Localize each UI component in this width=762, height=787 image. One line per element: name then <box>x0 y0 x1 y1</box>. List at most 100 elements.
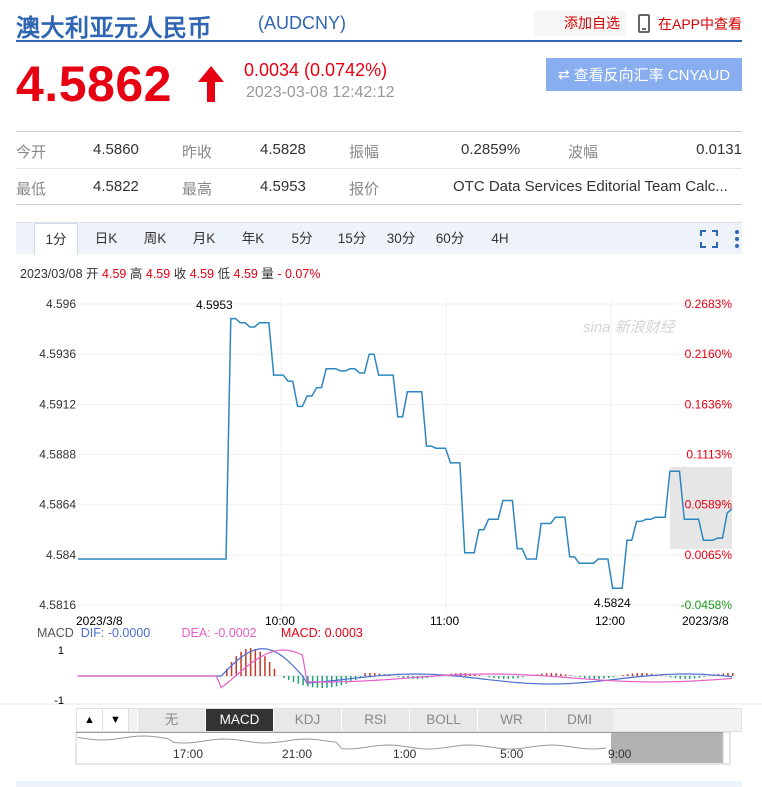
macd-bar <box>522 676 524 678</box>
pct-tick-label: 0.2683% <box>685 297 733 311</box>
macd-value: MACD: 0.0003 <box>280 626 363 640</box>
navigator-line <box>77 735 607 750</box>
tab-4h[interactable]: 4H <box>491 231 509 246</box>
macd-bar <box>627 674 629 676</box>
high-label: 最高 <box>182 181 213 198</box>
macd-bar <box>402 676 405 678</box>
macd-y-top: 1 <box>58 645 64 657</box>
macd-bar <box>230 662 233 676</box>
macd-bar <box>493 676 495 678</box>
page-header: 澳大利亚元人民币 (AUDCNY) 添加自选 在APP中查看 <box>16 6 742 42</box>
amplitude-value: 0.2859% <box>461 141 521 158</box>
nav-label-1700: 17:00 <box>173 747 203 761</box>
indicator-rsi[interactable]: RSI <box>341 709 409 731</box>
scroll-down-button[interactable]: ▼ <box>103 709 129 731</box>
tab-weekly[interactable]: 周K <box>143 231 167 246</box>
tab-yearly[interactable]: 年K <box>241 231 265 246</box>
more-options-icon[interactable] <box>734 229 740 249</box>
macd-bar <box>732 673 734 676</box>
macd-chart[interactable]: 1 -1 <box>0 620 762 708</box>
macd-bar <box>679 676 681 679</box>
indicator-wr[interactable]: WR <box>477 709 545 731</box>
scroll-up-button[interactable]: ▲ <box>77 709 103 731</box>
macd-bar <box>502 676 505 679</box>
macd-bar <box>273 668 276 676</box>
macd-bar <box>268 662 271 676</box>
macd-bar <box>727 673 729 676</box>
indicator-none[interactable]: 无 <box>137 709 205 731</box>
open-value: 4.5860 <box>93 141 139 158</box>
pct-tick-label: -0.0458% <box>681 598 733 612</box>
high-marker-label: 4.5953 <box>196 298 233 312</box>
add-watchlist-button[interactable]: 添加自选 <box>533 11 626 36</box>
stats-row: 最低 4.5822 最高 4.5953 报价 OTC Data Services… <box>16 168 742 204</box>
currency-code: (AUDCNY) <box>258 13 346 33</box>
macd-bar <box>517 676 519 679</box>
indicator-kdj[interactable]: KDJ <box>273 709 341 731</box>
tab-daily[interactable]: 日K <box>94 231 118 246</box>
macd-bar <box>603 676 605 679</box>
macd-bar <box>283 676 285 679</box>
macd-bar <box>689 676 691 679</box>
ohlc-close: 4.59 <box>189 267 215 281</box>
period-tabs: 1分 日K 周K 月K 年K 5分 15分 30分 60分 4H <box>16 222 742 255</box>
macd-bar <box>254 648 257 676</box>
range-label: 波幅 <box>568 144 599 161</box>
macd-bar <box>369 673 371 676</box>
y-tick-label: 4.584 <box>46 548 76 562</box>
macd-bar <box>674 676 677 679</box>
tab-60min[interactable]: 60分 <box>435 231 465 246</box>
pct-tick-label: 0.0065% <box>685 548 733 562</box>
price-change: 0.0034 (0.0742%) <box>244 60 388 80</box>
amplitude-label: 振幅 <box>349 144 380 161</box>
price-chart[interactable]: sina 新浪财经 4.596 4.5936 4.5912 4.5888 4.5864 4… <box>0 280 762 625</box>
macd-bar <box>545 673 548 676</box>
macd-bar <box>259 651 261 676</box>
tab-5min[interactable]: 5分 <box>291 231 313 246</box>
macd-y-bottom: -1 <box>54 695 64 707</box>
macd-bar <box>698 676 701 678</box>
stats-table: 今开 4.5860 昨收 4.5828 振幅 0.2859% 波幅 0.0131… <box>16 131 742 205</box>
macd-bar <box>235 656 237 676</box>
macd-bar <box>669 676 672 678</box>
reverse-rate-button[interactable]: ⇄ 查看反向汇率 CNYAUD <box>546 58 742 91</box>
indicator-dmi[interactable]: DMI <box>545 709 613 731</box>
ohlc-low: 4.59 <box>233 267 258 281</box>
low-marker-label: 4.5824 <box>594 596 631 610</box>
stats-row: 今开 4.5860 昨收 4.5828 振幅 0.2859% 波幅 0.0131 <box>16 132 742 168</box>
time-navigator[interactable]: 17:00 21:00 1:00 5:00 9:00 <box>0 732 762 766</box>
macd-bar <box>560 673 562 676</box>
view-in-app-link[interactable]: 在APP中查看 <box>637 14 742 34</box>
macd-bar <box>297 676 300 684</box>
nav-label-0100: 1:00 <box>393 747 417 761</box>
macd-bar <box>364 673 366 676</box>
pct-tick-label: 0.0589% <box>685 498 733 512</box>
ohlc-open-label: 开 <box>86 267 99 281</box>
x-label-1100: 11:00 <box>430 614 459 625</box>
open-label: 今开 <box>16 144 47 161</box>
ohlc-readout: 2023/03/08 开 4.59 高 4.59 收 4.59 低 4.59 量… <box>20 263 320 282</box>
nav-label-2100: 21:00 <box>282 747 312 761</box>
tab-15min[interactable]: 15分 <box>337 231 367 246</box>
indicator-macd[interactable]: MACD <box>205 709 273 731</box>
navigator-handle[interactable] <box>722 732 731 765</box>
nav-label-0900: 9:00 <box>608 747 632 761</box>
pct-tick-label: 0.2160% <box>685 347 733 361</box>
navigator-selection[interactable] <box>611 733 723 763</box>
macd-bar <box>488 676 490 678</box>
macd-bar <box>588 676 591 679</box>
quote-source-value: OTC Data Services Editorial Team Calc... <box>453 178 728 195</box>
fullscreen-icon[interactable] <box>700 230 718 248</box>
macd-bar <box>378 673 381 676</box>
indicator-boll[interactable]: BOLL <box>409 709 477 731</box>
pct-tick-label: 0.1113% <box>686 448 732 462</box>
reverse-rate-label: 查看反向汇率 CNYAUD <box>573 67 731 84</box>
macd-bar <box>340 676 343 686</box>
phone-icon <box>637 14 650 33</box>
x-label-start: 2023/3/8 <box>76 614 123 625</box>
tab-1min[interactable]: 1分 <box>34 223 78 255</box>
macd-bar <box>598 676 600 679</box>
tab-30min[interactable]: 30分 <box>386 231 416 246</box>
macd-bar <box>636 673 638 676</box>
tab-monthly[interactable]: 月K <box>192 231 216 246</box>
